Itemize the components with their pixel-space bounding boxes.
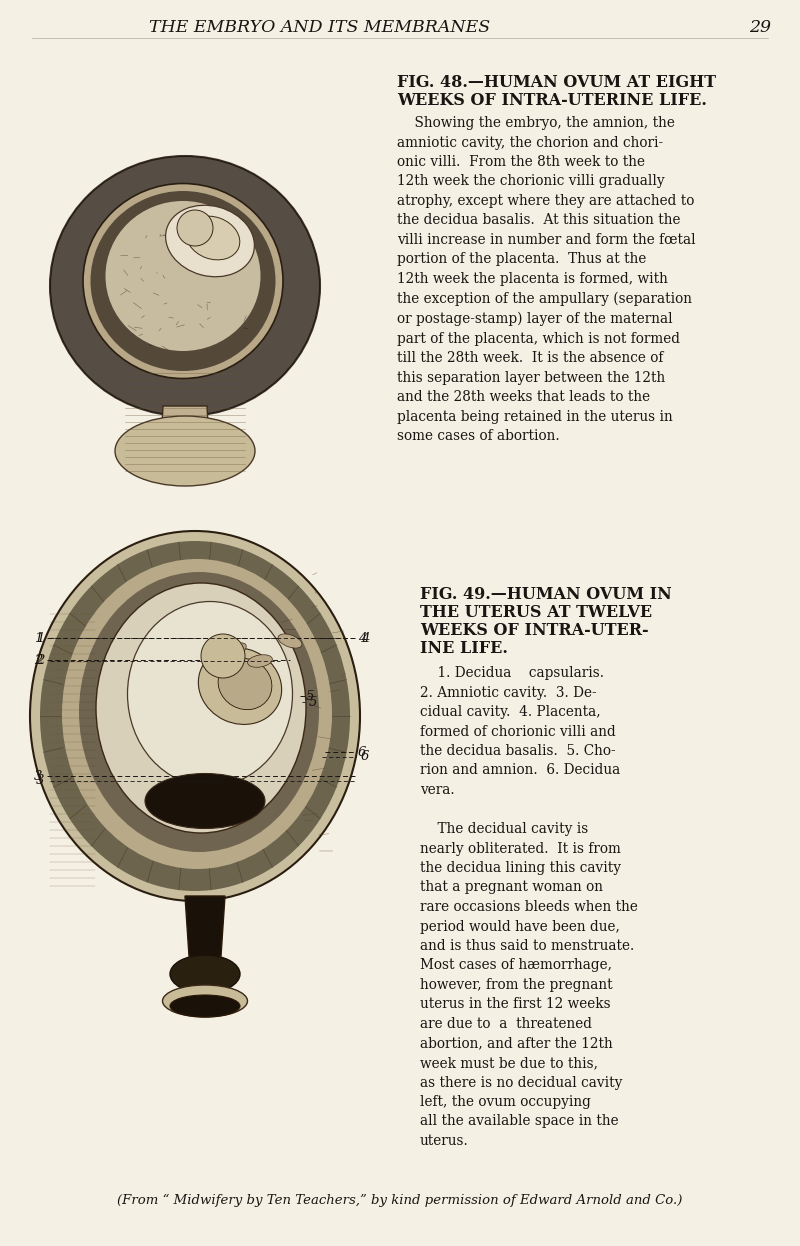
Ellipse shape — [106, 201, 261, 351]
Ellipse shape — [30, 531, 360, 901]
Text: FIG. 48.—HUMAN OVUM AT EIGHT: FIG. 48.—HUMAN OVUM AT EIGHT — [397, 74, 716, 91]
Circle shape — [177, 211, 213, 245]
Text: 4: 4 — [358, 632, 366, 644]
Ellipse shape — [198, 648, 282, 724]
Text: 3: 3 — [36, 775, 44, 787]
Text: 5: 5 — [306, 689, 314, 703]
Text: FIG. 49.—HUMAN OVUM IN: FIG. 49.—HUMAN OVUM IN — [420, 586, 672, 603]
Text: (From “ Midwifery by Ten Teachers,” by kind permission of Edward Arnold and Co.): (From “ Midwifery by Ten Teachers,” by k… — [118, 1194, 682, 1206]
Text: 2: 2 — [34, 653, 42, 667]
Ellipse shape — [50, 156, 320, 416]
Ellipse shape — [170, 996, 240, 1017]
Polygon shape — [160, 406, 210, 461]
Text: Showing the embryo, the amnion, the
amniotic cavity, the chorion and chori-
onic: Showing the embryo, the amnion, the amni… — [397, 116, 696, 444]
Ellipse shape — [90, 191, 275, 371]
Text: WEEKS OF INTRA-UTERINE LIFE.: WEEKS OF INTRA-UTERINE LIFE. — [397, 92, 707, 108]
Text: THE UTERUS AT TWELVE: THE UTERUS AT TWELVE — [420, 604, 652, 621]
Text: 3: 3 — [34, 770, 42, 782]
Text: 2: 2 — [36, 654, 44, 668]
Ellipse shape — [96, 583, 306, 834]
Ellipse shape — [224, 643, 246, 659]
Text: WEEKS OF INTRA-UTER-: WEEKS OF INTRA-UTER- — [420, 622, 649, 639]
Text: INE LIFE.: INE LIFE. — [420, 640, 508, 657]
Text: 5: 5 — [309, 695, 317, 709]
Polygon shape — [185, 896, 225, 956]
Ellipse shape — [162, 986, 247, 1017]
Ellipse shape — [40, 541, 350, 891]
Text: 6: 6 — [361, 750, 369, 764]
Text: 1: 1 — [36, 632, 44, 644]
Text: 1. Decidua    capsularis.
2. Amniotic cavity.  3. De-
cidual cavity.  4. Placent: 1. Decidua capsularis. 2. Amniotic cavit… — [420, 667, 638, 1148]
Ellipse shape — [83, 183, 283, 379]
Ellipse shape — [79, 572, 319, 852]
Text: 4: 4 — [361, 632, 369, 644]
Text: 29: 29 — [749, 20, 771, 36]
Ellipse shape — [218, 658, 272, 710]
Ellipse shape — [145, 774, 265, 829]
Text: 6: 6 — [358, 745, 366, 759]
Ellipse shape — [248, 654, 272, 668]
Ellipse shape — [278, 634, 302, 648]
Ellipse shape — [186, 216, 240, 260]
Ellipse shape — [166, 206, 254, 277]
Ellipse shape — [115, 416, 255, 486]
Ellipse shape — [62, 559, 332, 868]
Text: THE EMBRYO AND ITS MEMBRANES: THE EMBRYO AND ITS MEMBRANES — [150, 20, 490, 36]
Circle shape — [201, 634, 245, 678]
Text: 1: 1 — [34, 632, 42, 644]
Ellipse shape — [127, 602, 293, 786]
Ellipse shape — [170, 954, 240, 993]
